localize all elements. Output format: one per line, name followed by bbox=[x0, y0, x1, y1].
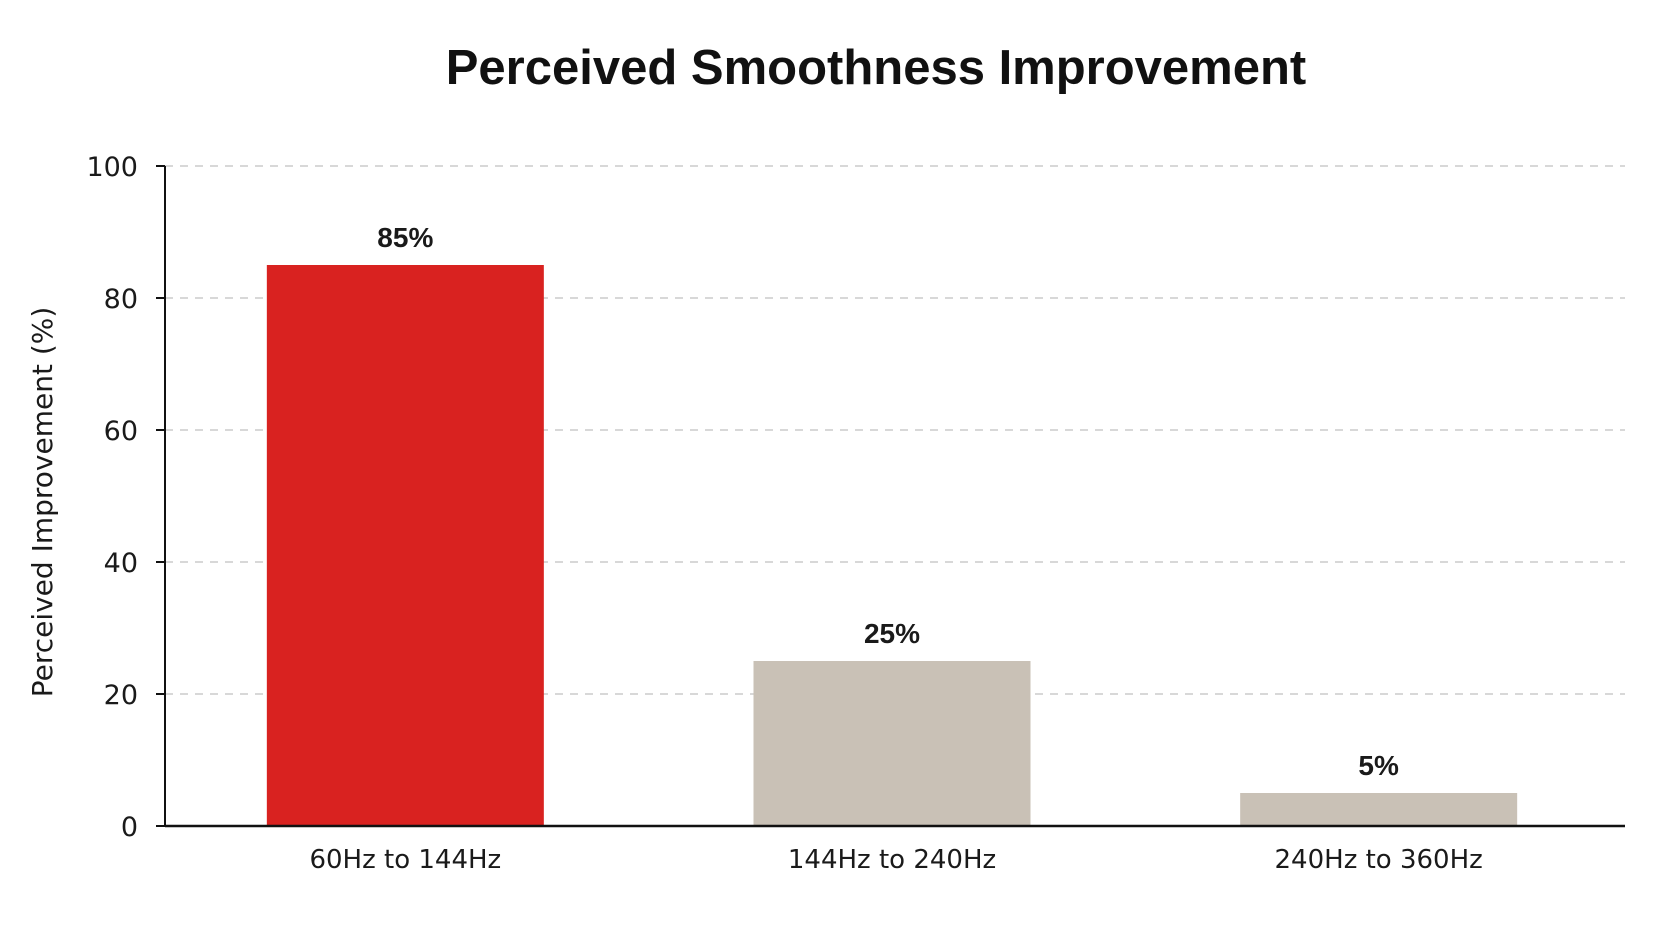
bar bbox=[753, 661, 1031, 826]
y-axis-label: Perceived Improvement (%) bbox=[26, 307, 59, 698]
y-tick-label: 20 bbox=[104, 680, 138, 711]
data-label: 85% bbox=[377, 222, 433, 253]
bars bbox=[266, 265, 1518, 826]
bar bbox=[1240, 793, 1518, 826]
bar bbox=[266, 265, 544, 826]
data-label: 25% bbox=[864, 618, 920, 649]
y-tick-label: 80 bbox=[104, 284, 138, 315]
y-tick-label: 40 bbox=[104, 548, 138, 579]
chart-title: Perceived Smoothness Improvement bbox=[446, 41, 1307, 95]
data-label: 5% bbox=[1358, 750, 1399, 781]
x-tick-label: 60Hz to 144Hz bbox=[309, 845, 501, 875]
x-tick-label: 144Hz to 240Hz bbox=[788, 845, 996, 875]
y-tick-label: 60 bbox=[104, 416, 138, 447]
axes bbox=[156, 165, 1625, 828]
y-tick-label: 0 bbox=[121, 812, 138, 843]
y-tick-label: 100 bbox=[86, 152, 138, 183]
x-tick-label: 240Hz to 360Hz bbox=[1275, 845, 1483, 875]
labels: 0 20 40 60 80 100 85% 60Hz to 144Hz 25% 144Hz to … bbox=[86, 152, 1482, 875]
